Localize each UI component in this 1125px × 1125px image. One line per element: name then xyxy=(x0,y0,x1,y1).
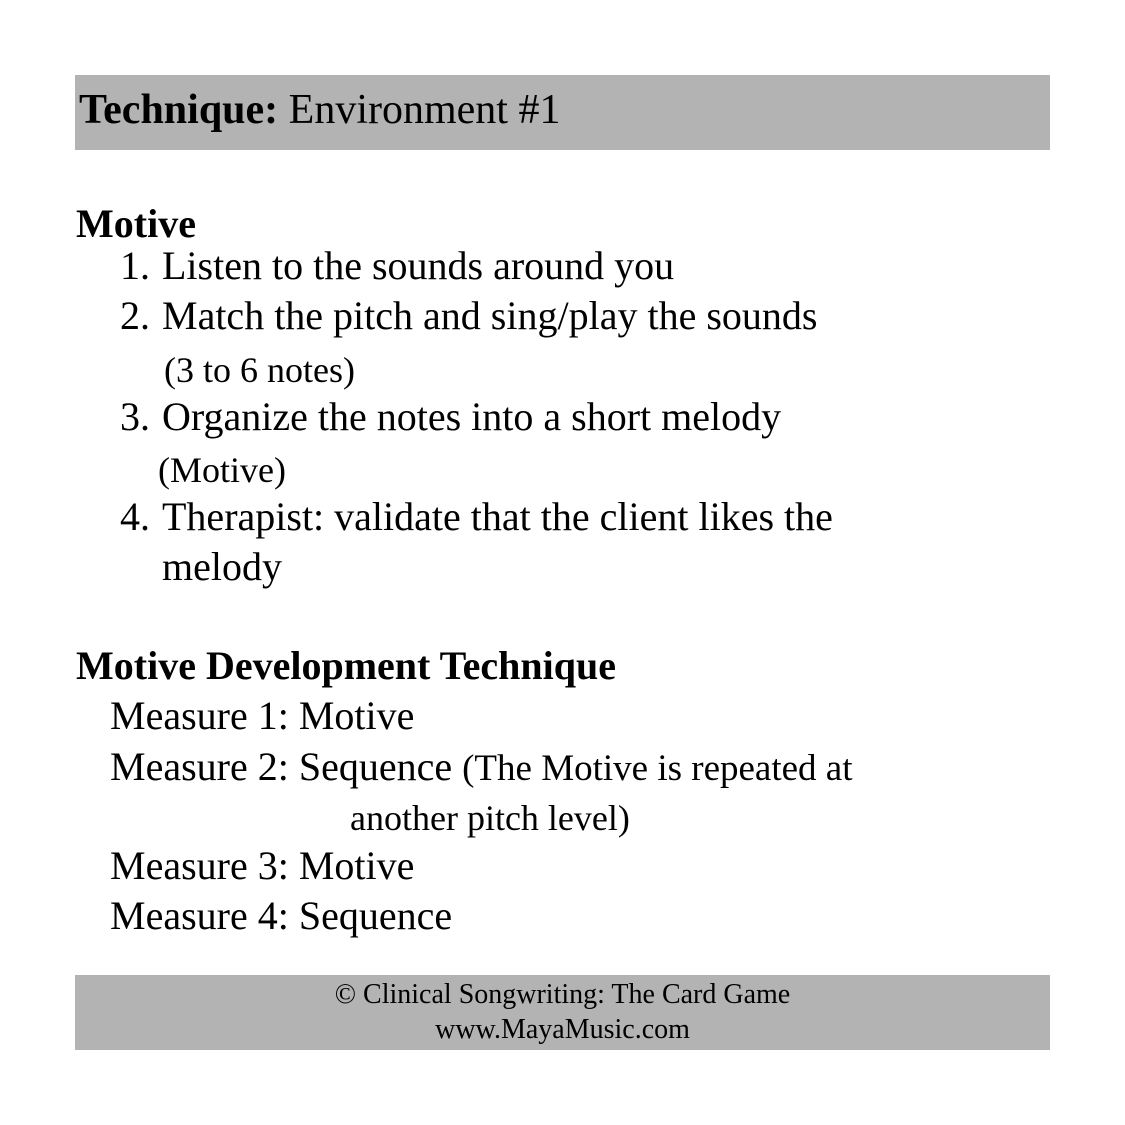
step-number: 1. xyxy=(120,243,150,288)
development-heading: Motive Development Technique xyxy=(76,643,616,688)
list-item: Measure 2: Sequence (The Motive is repea… xyxy=(110,747,853,789)
technique-title: Environment #1 xyxy=(288,87,561,133)
step-text: Organize the notes into a short melody xyxy=(162,394,782,439)
list-item: Measure 4: Sequence xyxy=(110,896,452,936)
step-note: (3 to 6 notes) xyxy=(164,350,355,390)
measure-value: Sequence xyxy=(298,744,453,789)
step-continuation: melody xyxy=(162,544,282,589)
step-number: 4. xyxy=(120,494,150,539)
measure-label: Measure 4: xyxy=(110,893,289,938)
measure-label: Measure 2: xyxy=(110,744,289,789)
step-text: Therapist: validate that the client like… xyxy=(162,494,833,539)
step-note: (Motive) xyxy=(158,450,286,490)
list-item: Measure 1: Motive xyxy=(110,696,414,736)
step-number: 2. xyxy=(120,293,150,338)
list-item: Measure 3: Motive xyxy=(110,846,414,886)
measure-note: (The Motive is repeated at xyxy=(462,748,853,789)
website-link[interactable]: www.MayaMusic.com xyxy=(435,1014,690,1045)
measure-value: Motive xyxy=(298,693,415,738)
step-text: Listen to the sounds around you xyxy=(162,243,675,288)
footer-bar: © Clinical Songwriting: The Card Game ww… xyxy=(75,975,1050,1050)
measure-note-continuation: another pitch level) xyxy=(350,798,630,838)
step-number: 3. xyxy=(120,394,150,439)
motive-heading: Motive xyxy=(76,201,196,246)
copyright-text: © Clinical Songwriting: The Card Game xyxy=(334,979,791,1010)
header-bar: Technique: Environment #1 xyxy=(75,75,1050,150)
measure-label: Measure 1: xyxy=(110,693,289,738)
measure-value: Motive xyxy=(298,843,415,888)
technique-label: Technique: xyxy=(79,87,279,133)
step-text: Match the pitch and sing/play the sounds xyxy=(162,293,818,338)
measure-value: Sequence xyxy=(298,893,453,938)
measure-label: Measure 3: xyxy=(110,843,289,888)
